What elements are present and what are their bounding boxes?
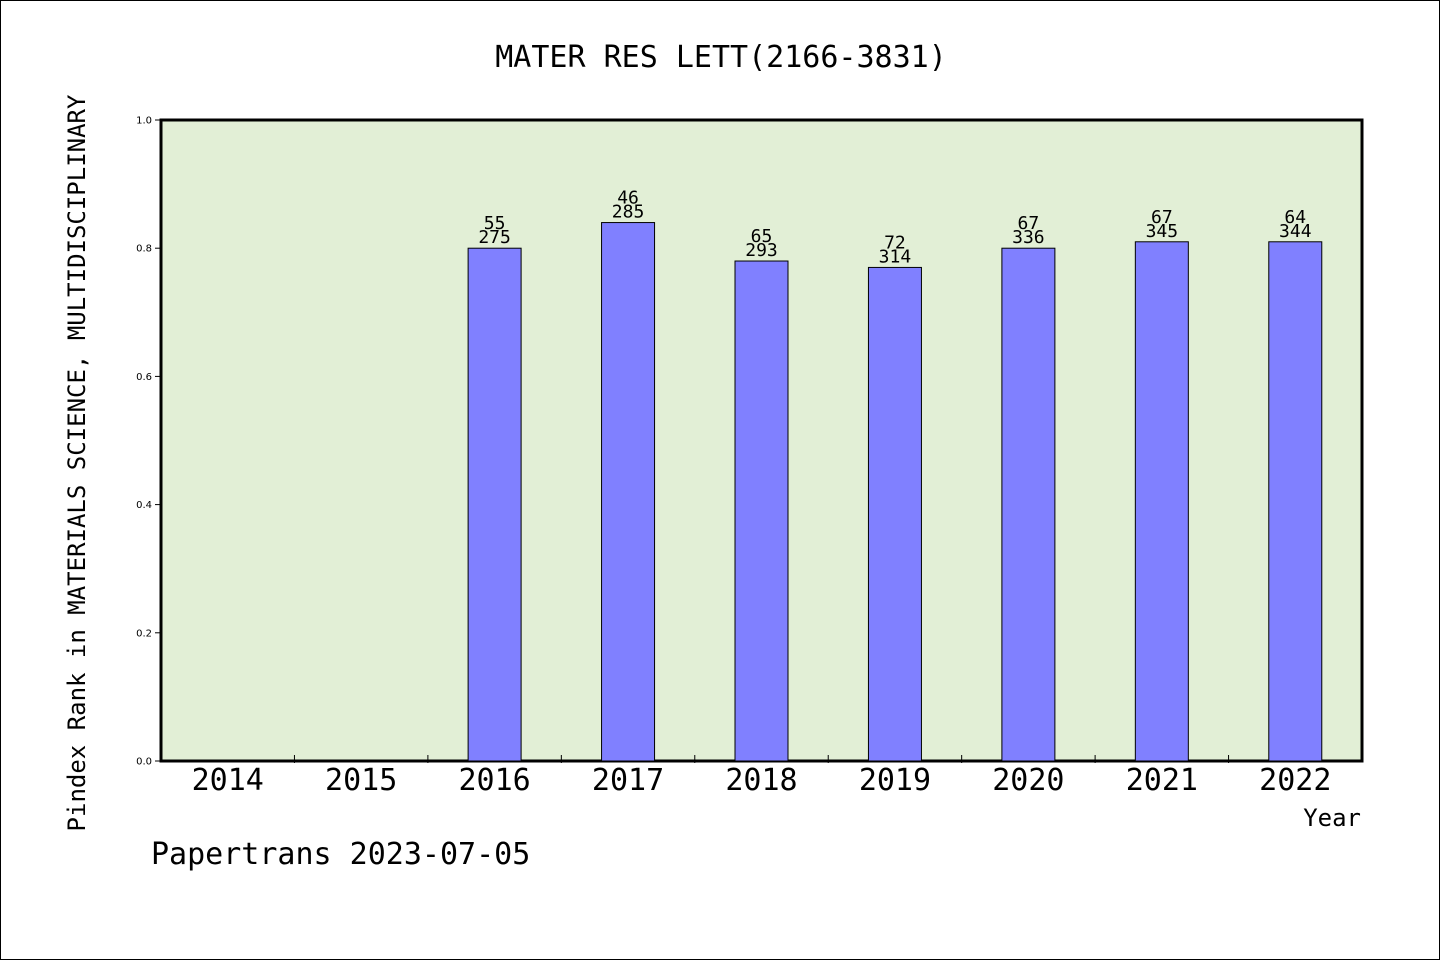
bar-label-bottom-2017: 285 bbox=[612, 202, 645, 223]
y-tick-label-0.6: 0.6 bbox=[136, 372, 152, 383]
bar-label-top-2020: 67 bbox=[1018, 213, 1040, 234]
x-tick-label-2019: 2019 bbox=[859, 763, 931, 798]
bar-2017 bbox=[601, 222, 656, 762]
x-tick-label-2014: 2014 bbox=[192, 763, 264, 798]
x-tick-label-2021: 2021 bbox=[1126, 763, 1198, 798]
bar-2019 bbox=[867, 266, 922, 762]
bar-label-top-2017: 46 bbox=[617, 188, 639, 209]
y-tick-label-0.2: 0.2 bbox=[136, 628, 152, 639]
x-axis-label: Year bbox=[1303, 804, 1361, 832]
bar-2022 bbox=[1268, 241, 1323, 762]
x-tick-label-2017: 2017 bbox=[592, 763, 664, 798]
footer-credit: Papertrans 2023-07-05 bbox=[151, 837, 530, 872]
bar-label-bottom-2019: 314 bbox=[879, 246, 912, 267]
x-tick-label-2016: 2016 bbox=[458, 763, 530, 798]
bar-label-top-2019: 72 bbox=[884, 232, 906, 253]
bar-label-top-2022: 64 bbox=[1284, 207, 1306, 228]
bar-label-top-2016: 55 bbox=[484, 213, 506, 234]
chart-title: MATER RES LETT(2166-3831) bbox=[495, 40, 947, 75]
x-tick-label-2022: 2022 bbox=[1259, 763, 1331, 798]
bar-2021 bbox=[1134, 241, 1189, 762]
x-ticks-group: 2014 2015 2016 2017 2018 2019 2020 2021 2022 bbox=[192, 755, 1331, 798]
bar-2020 bbox=[1001, 247, 1056, 762]
bar-2016 bbox=[467, 247, 522, 762]
y-tick-label-0.8: 0.8 bbox=[136, 244, 152, 255]
y-axis-label: Pindex Rank in MATERIALS SCIENCE, MULTID… bbox=[63, 94, 91, 831]
bar-label-bottom-2021: 345 bbox=[1146, 221, 1179, 242]
bar-label-top-2021: 67 bbox=[1151, 207, 1173, 228]
bar-label-bottom-2018: 293 bbox=[745, 240, 778, 261]
x-tick-label-2020: 2020 bbox=[992, 763, 1064, 798]
x-tick-label-2018: 2018 bbox=[725, 763, 797, 798]
y-tick-label-0.0: 0.0 bbox=[136, 757, 152, 768]
bar-2018 bbox=[734, 260, 789, 762]
bar-label-bottom-2020: 336 bbox=[1012, 227, 1045, 248]
y-ticks-group: 0.0 0.2 0.4 0.6 0.8 1.0 bbox=[136, 116, 161, 768]
bar-label-bottom-2016: 275 bbox=[478, 227, 511, 248]
y-tick-label-1.0: 1.0 bbox=[136, 116, 152, 127]
y-tick-label-0.4: 0.4 bbox=[136, 500, 152, 511]
bar-label-top-2018: 65 bbox=[751, 226, 773, 247]
bar-label-bottom-2022: 344 bbox=[1279, 221, 1312, 242]
x-tick-label-2015: 2015 bbox=[325, 763, 397, 798]
